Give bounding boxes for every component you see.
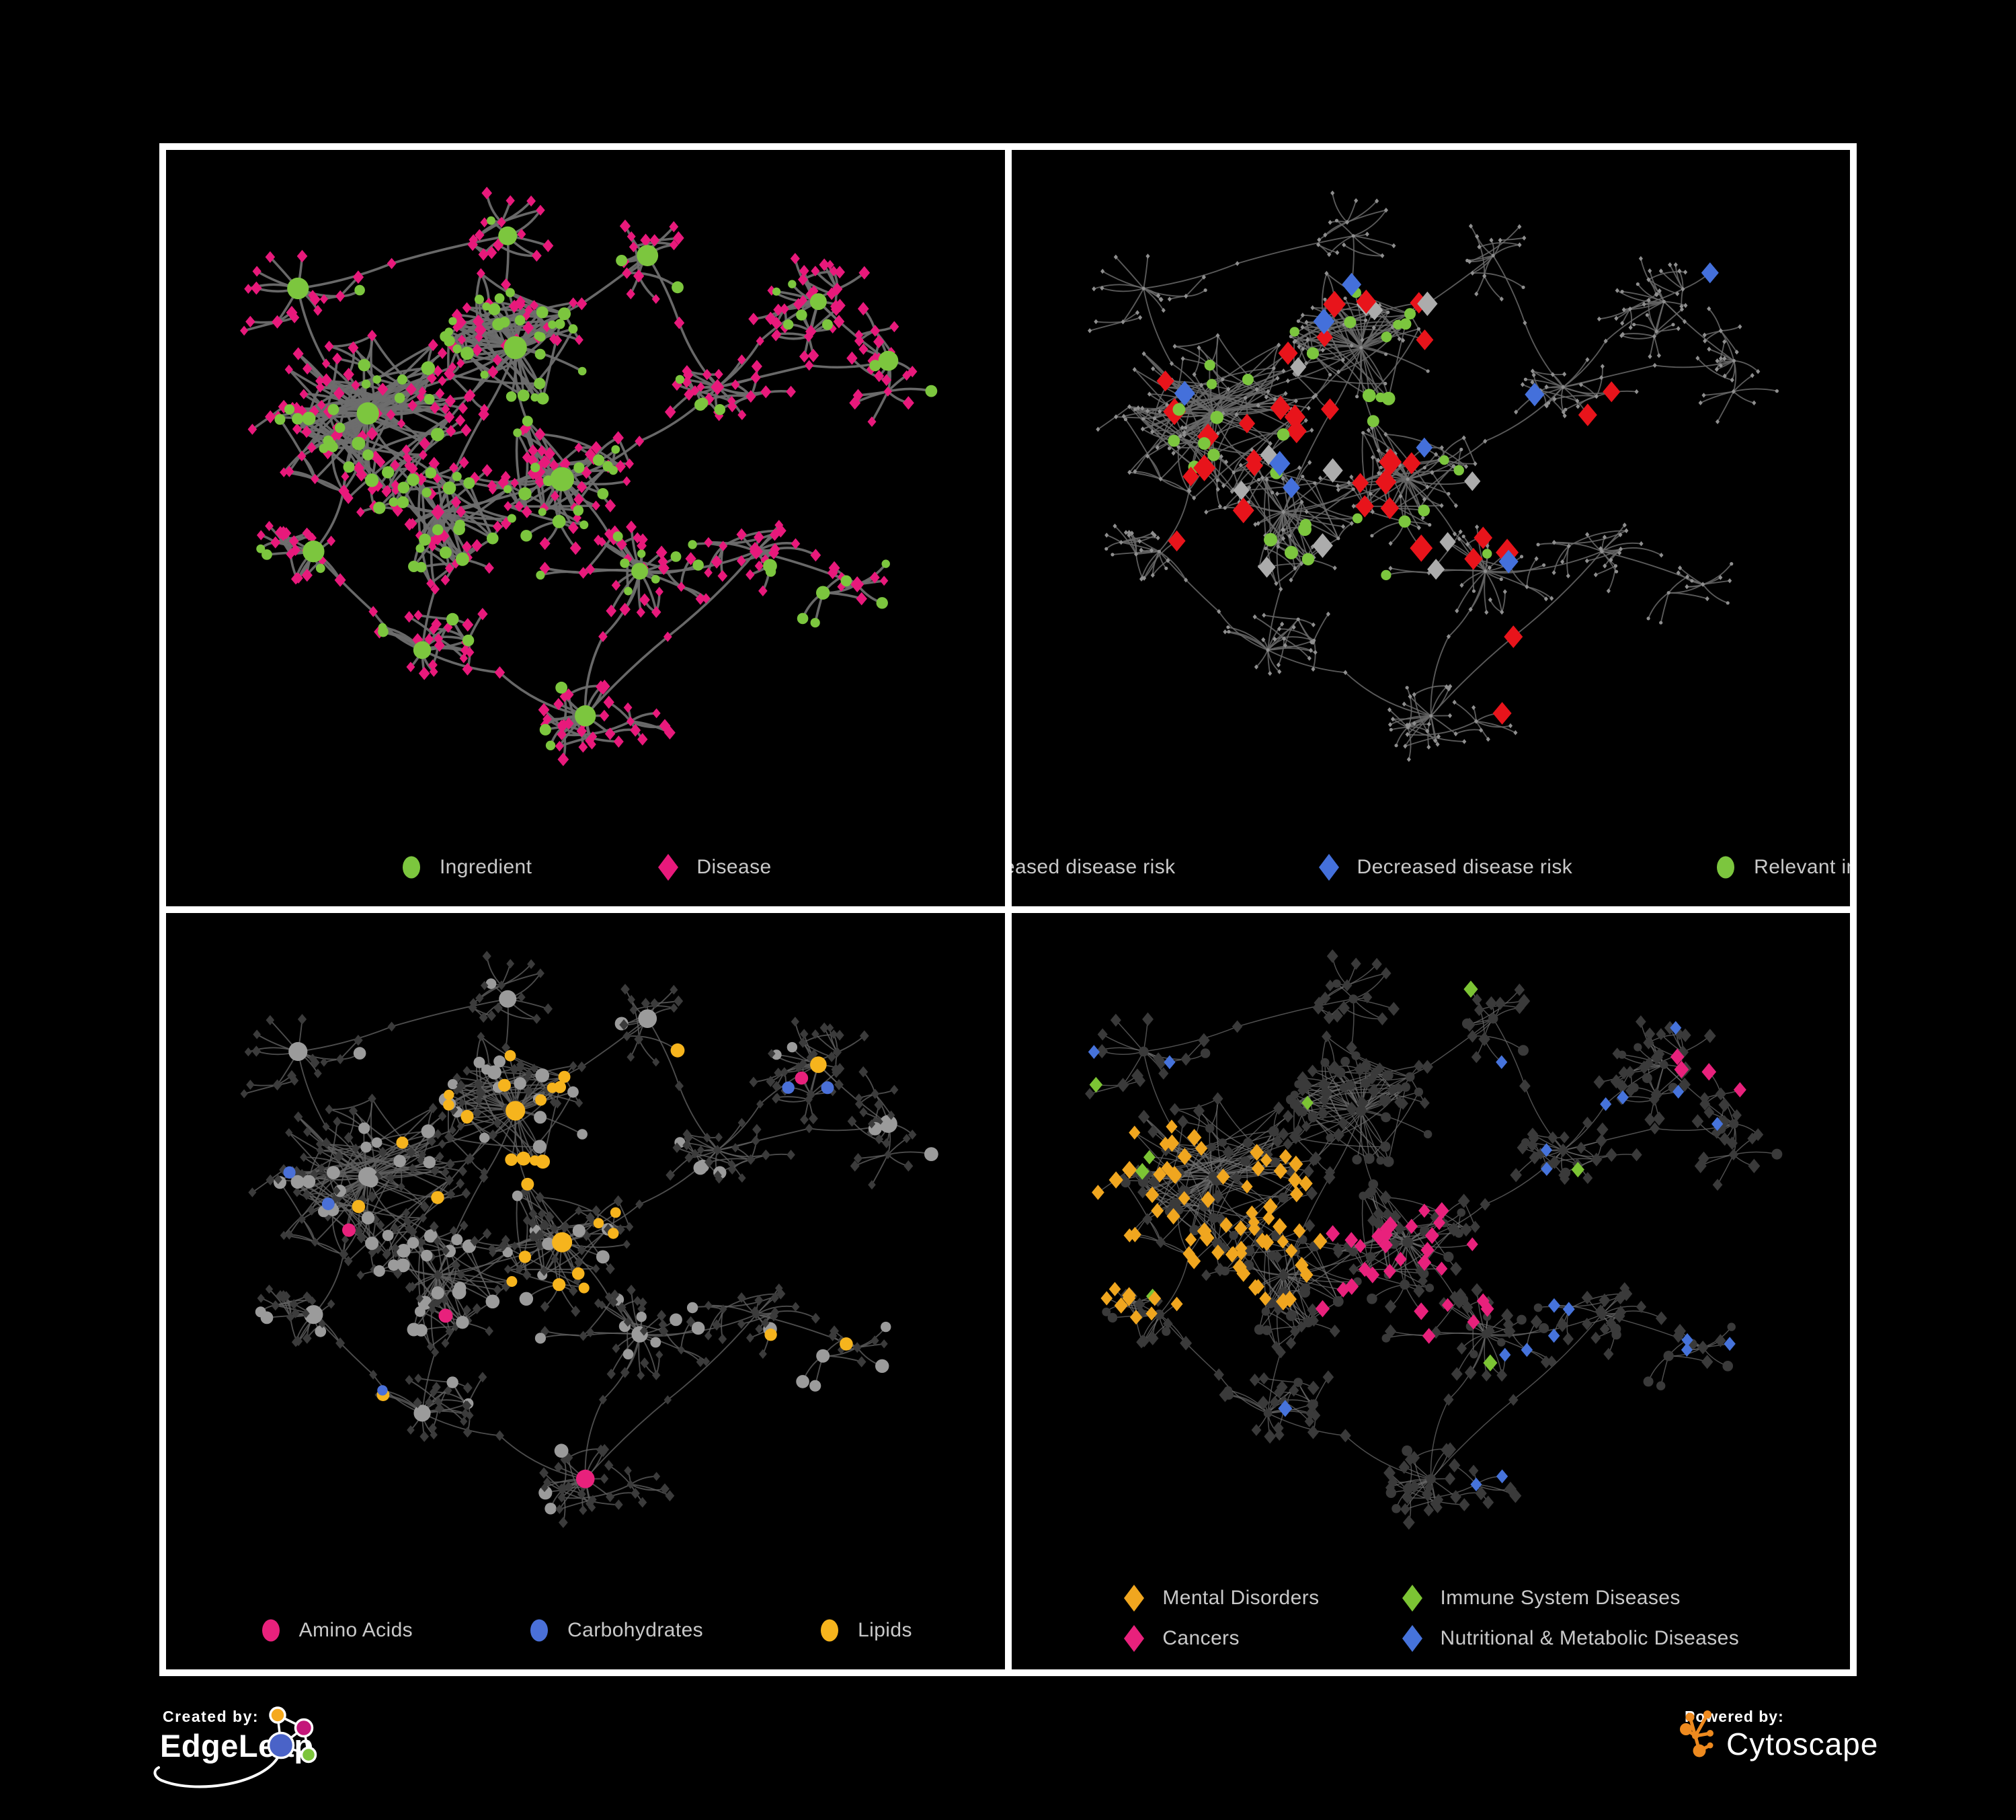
circle-marker-icon: [402, 856, 420, 879]
legend-disease-risk: Increased disease risk Decreased disease …: [1012, 853, 1850, 882]
diamond-marker-icon: [1124, 1585, 1145, 1612]
diamond-marker-icon: [658, 854, 679, 881]
edgeleap-node-green: [300, 1746, 317, 1764]
legend-item-mental-disorders: Mental Disorders: [1122, 1583, 1319, 1613]
diamond-marker-icon: [1402, 1585, 1422, 1612]
legend-disease-classes: Mental Disorders Immune System Diseases Ca…: [1012, 1583, 1851, 1653]
legend-label: Carbohydrates: [567, 1619, 704, 1641]
legend-label: Nutritional & Metabolic Diseases: [1440, 1627, 1740, 1649]
panel-grid: Ingredient Disease Increased disease risk…: [159, 143, 1857, 1676]
edgeleap-network-icon: [153, 1706, 317, 1788]
legend-item-relevant-ingredient: Relevant ingredient: [1713, 853, 1850, 882]
created-by-label: Created by:: [163, 1708, 259, 1725]
diamond-marker-icon: [1402, 1625, 1422, 1652]
legend-label: Amino Acids: [298, 1619, 413, 1641]
panel-nutrient-classes: Amino Acids Carbohydrates Lipids: [166, 913, 1005, 1669]
edgeleap-node-blue: [267, 1731, 295, 1759]
network-figure-disease-risk: [1087, 190, 1779, 762]
legend-item-cancers: Cancers: [1122, 1624, 1319, 1653]
legend-label: Lipids: [858, 1619, 912, 1641]
legend-label: Relevant ingredient: [1754, 856, 1850, 878]
legend-item-nutritional-metabolic-diseases: Nutritional & Metabolic Diseases: [1400, 1624, 1740, 1653]
circle-marker-icon: [530, 1619, 549, 1642]
circle-marker-icon: [1717, 856, 1735, 879]
diamond-marker-icon: [1318, 854, 1339, 881]
network-figure-disease-classes: [1084, 949, 1782, 1530]
legend-item-amino-acids: Amino Acids: [259, 1616, 413, 1645]
legend-item-disease: Disease: [656, 853, 771, 882]
legend-item-immune-system-diseases: Immune System Diseases: [1400, 1583, 1740, 1613]
legend-item-ingredient: Ingredient: [399, 853, 532, 882]
legend-label: Decreased disease risk: [1357, 856, 1573, 878]
panel-disease-risk: Increased disease risk Decreased disease …: [1011, 150, 1850, 906]
legend-item-carbohydrates: Carbohydrates: [527, 1616, 703, 1645]
legend-label: Ingredient: [439, 856, 532, 878]
network-figure-nutrient-classes: [240, 951, 938, 1528]
legend-item-increased-disease-risk: Increased disease risk: [1012, 853, 1176, 882]
legend-item-decreased-disease-risk: Decreased disease risk: [1317, 853, 1573, 882]
circle-marker-icon: [821, 1619, 839, 1642]
edgeleap-node-magenta: [294, 1718, 314, 1738]
legend-ingredient-disease: Ingredient Disease: [166, 853, 1005, 882]
legend-label: Mental Disorders: [1162, 1587, 1320, 1609]
legend-item-lipids: Lipids: [817, 1616, 912, 1645]
panel-disease-classes: Mental Disorders Immune System Diseases Ca…: [1011, 913, 1851, 1669]
powered-by-label: Powered by:: [1685, 1708, 1784, 1725]
legend-label: Increased disease risk: [1012, 856, 1176, 878]
circle-marker-icon: [261, 1619, 280, 1642]
edgeleap-logo: Created by: EdgeLeap: [153, 1706, 317, 1788]
legend-nutrient-classes: Amino Acids Carbohydrates Lipids: [166, 1616, 1005, 1645]
cytoscape-network-icon: [1680, 1710, 1713, 1757]
legend-label: Disease: [696, 856, 772, 878]
legend-label: Cancers: [1162, 1627, 1240, 1649]
network-figure-ingredient-disease: [240, 186, 938, 766]
legend-label: Immune System Diseases: [1440, 1587, 1681, 1609]
diamond-marker-icon: [1124, 1625, 1145, 1652]
panel-ingredient-disease: Ingredient Disease: [166, 150, 1005, 906]
edgeleap-node-orange: [269, 1706, 286, 1724]
cytoscape-logo: Powered by: Cytoscape: [1680, 1708, 1878, 1762]
cytoscape-wordmark: Cytoscape: [1726, 1727, 1878, 1762]
